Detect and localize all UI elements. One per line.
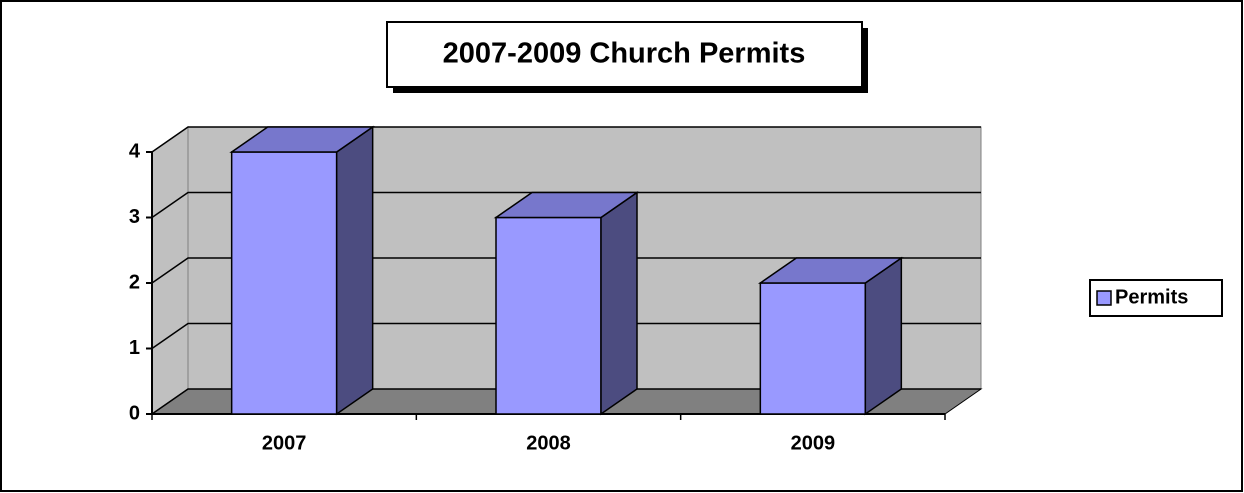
bar-top — [757, 257, 904, 284]
bar-side — [335, 125, 374, 416]
bar-side — [600, 191, 638, 416]
y-tick-label: 0 — [129, 402, 140, 424]
bar — [493, 191, 640, 416]
bar-front — [495, 216, 602, 415]
legend: Permits — [1089, 279, 1223, 317]
x-tick-label: 2008 — [526, 432, 571, 454]
grid-line — [151, 322, 981, 350]
y-tick-label: 1 — [129, 337, 140, 359]
x-tick-label: 2007 — [262, 432, 307, 454]
legend-swatch — [1096, 290, 1112, 306]
bar-side — [864, 256, 903, 416]
grid-line — [151, 191, 981, 219]
bar-front — [759, 282, 867, 415]
x-tick-label: 2009 — [791, 432, 836, 454]
title-box — [386, 21, 863, 88]
grid-line — [151, 257, 981, 284]
y-tick-label: 2 — [129, 271, 140, 293]
grid-line — [151, 126, 981, 153]
chart-title: 2007-2009 Church Permits — [443, 38, 806, 70]
bar-top — [493, 191, 640, 219]
legend-label: Permits — [1115, 286, 1188, 308]
grid-line — [151, 388, 981, 415]
bar — [757, 256, 904, 416]
legend-box — [1089, 279, 1223, 317]
y-tick-label: 3 — [129, 206, 140, 228]
y-tick-label: 4 — [129, 140, 141, 162]
bar-front — [230, 151, 338, 415]
bar — [229, 125, 376, 416]
bar-top — [229, 126, 376, 153]
